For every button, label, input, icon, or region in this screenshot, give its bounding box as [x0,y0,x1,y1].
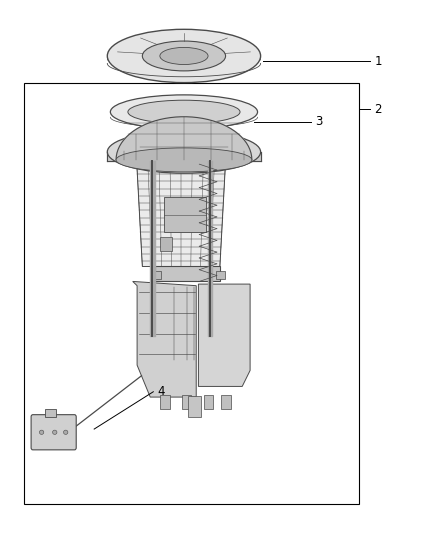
Bar [216,271,225,279]
Polygon shape [133,281,196,397]
Polygon shape [137,161,226,266]
Ellipse shape [107,29,261,83]
Ellipse shape [53,430,57,434]
Ellipse shape [116,148,252,172]
Ellipse shape [160,47,208,64]
Bar [155,266,220,281]
Bar [160,237,172,251]
Text: 3: 3 [315,115,323,128]
Bar [164,197,206,232]
Ellipse shape [39,430,44,434]
FancyBboxPatch shape [31,415,76,450]
Text: 4: 4 [158,385,165,398]
Bar [204,395,213,409]
Bar [24,83,359,504]
Ellipse shape [110,95,258,129]
Text: 2: 2 [374,103,382,116]
Polygon shape [198,284,250,386]
Bar [188,396,201,417]
Ellipse shape [64,430,68,434]
Text: 1: 1 [374,55,382,68]
Bar [160,395,170,409]
Polygon shape [116,117,252,160]
Bar [182,395,191,409]
Bar [152,271,161,279]
Ellipse shape [142,41,226,71]
Bar [46,409,56,417]
Bar [221,395,231,409]
Ellipse shape [107,131,261,173]
Ellipse shape [128,100,240,124]
